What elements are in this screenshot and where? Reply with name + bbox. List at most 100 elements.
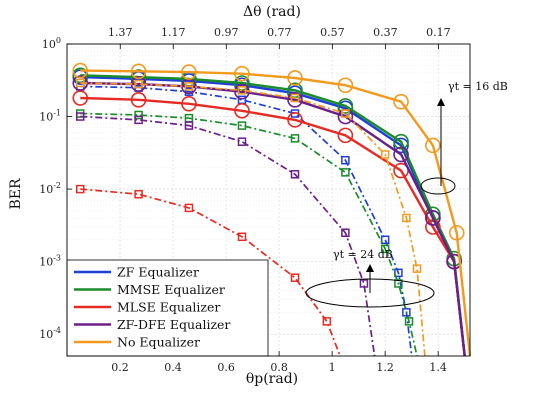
data-point: [234, 65, 250, 82]
x-tick-label: 1: [329, 361, 336, 374]
data-point: [130, 63, 147, 80]
data-point: [341, 155, 350, 165]
top-x-tick-label: 1.17: [161, 26, 186, 39]
legend-label: MMSE Equalizer: [117, 282, 225, 297]
series-line: [80, 112, 418, 357]
data-point: [402, 308, 411, 317]
data-point: [448, 224, 465, 241]
data-point: [290, 134, 300, 143]
data-point: [287, 70, 303, 86]
y-tick-label: 10-4: [39, 326, 61, 341]
top-x-tick-label: 0.17: [426, 26, 451, 39]
data-point: [134, 189, 143, 199]
data-point: [76, 78, 85, 88]
data-point: [237, 121, 247, 130]
data-point: [237, 137, 247, 146]
data-point: [72, 90, 89, 106]
top-x-tick-label: 0.77: [267, 26, 292, 39]
data-point: [393, 93, 409, 110]
series-line: [80, 96, 466, 357]
data-point: [393, 133, 409, 150]
data-point: [290, 170, 300, 179]
data-point: [72, 67, 89, 84]
snr16-ellipse: [420, 177, 456, 195]
legend-label: ZF Equalizer: [117, 265, 199, 280]
data-point: [337, 77, 354, 94]
data-point: [287, 112, 303, 128]
data-point: [134, 79, 143, 89]
data-point: [322, 317, 332, 326]
x-tick-label: 0.2: [111, 361, 129, 374]
data-point: [393, 137, 409, 154]
data-point: [341, 168, 350, 177]
data-point: [425, 137, 441, 154]
data-point: [72, 62, 89, 79]
top-x-tick-label: 0.97: [214, 26, 239, 39]
top-x-axis-label: Δθ (rad): [243, 4, 301, 20]
series-line: [80, 81, 466, 357]
data-point: [425, 210, 441, 226]
data-point: [76, 184, 85, 194]
data-point: [402, 213, 411, 223]
y-axis-label: BER: [8, 178, 24, 210]
data-point: [181, 95, 197, 112]
data-point: [184, 121, 194, 130]
top-x-tick-label: 1.37: [108, 26, 133, 39]
y-tick-label: 10-3: [39, 254, 61, 269]
data-point: [181, 64, 197, 80]
series-line: [80, 85, 413, 357]
data-point: [287, 92, 303, 108]
plot-area: [72, 62, 472, 357]
data-point: [446, 253, 462, 270]
x-tick-label: 1.4: [429, 361, 447, 374]
top-x-tick-label: 0.37: [373, 26, 398, 39]
axis-ticks: 0.2 0.4 0.6 0.8 1 1.2 1.4 1.37 1.17 0.97 0.77 0.57 0…: [39, 26, 450, 374]
snr16-label: γt = 16 dB: [448, 80, 508, 93]
data-point: [134, 115, 143, 125]
data-point: [412, 264, 422, 273]
snr24-arrowhead: [366, 264, 374, 272]
data-point: [359, 279, 369, 288]
data-point: [234, 102, 250, 119]
x-axis-label: θp(rad): [246, 371, 298, 387]
data-point: [341, 109, 350, 118]
data-point: [237, 232, 247, 242]
y-tick-label: 10-2: [39, 181, 61, 196]
data-point: [380, 235, 390, 245]
series-line: [80, 115, 376, 357]
y-tick-label: 10-1: [39, 109, 61, 124]
series-line: [80, 82, 426, 357]
data-point: [130, 92, 147, 108]
x-tick-label: 0.8: [270, 361, 288, 374]
data-point: [337, 127, 354, 144]
snr16-arrowhead: [437, 98, 445, 106]
data-point: [290, 273, 300, 282]
legend-label: ZF-DFE Equalizer: [117, 317, 230, 332]
data-point: [184, 203, 194, 213]
data-point: [184, 82, 194, 91]
x-tick-label: 0.6: [217, 361, 235, 374]
data-point: [393, 146, 409, 163]
series-line: [80, 69, 472, 357]
y-tick-label: 100: [42, 36, 61, 51]
data-point: [404, 317, 414, 326]
series-line: [80, 74, 466, 357]
data-point: [380, 150, 390, 159]
series-line: [80, 188, 341, 357]
plot-frame: [66, 43, 471, 357]
top-x-tick-label: 0.57: [320, 26, 345, 39]
x-tick-label: 1.2: [376, 361, 394, 374]
data-point: [341, 228, 350, 238]
annotations: γt = 16 dB γt = 24 dB: [305, 80, 508, 308]
legend-label: No Equalizer: [117, 335, 200, 350]
data-point: [76, 112, 85, 121]
legend-label: MLSE Equalizer: [117, 300, 220, 315]
snr24-label: γt = 24 dB: [333, 248, 393, 261]
data-point: [290, 93, 300, 103]
data-point: [394, 268, 403, 278]
data-point: [337, 98, 354, 114]
data-point: [380, 244, 390, 254]
data-point: [237, 86, 247, 95]
x-tick-label: 0.4: [164, 361, 182, 374]
